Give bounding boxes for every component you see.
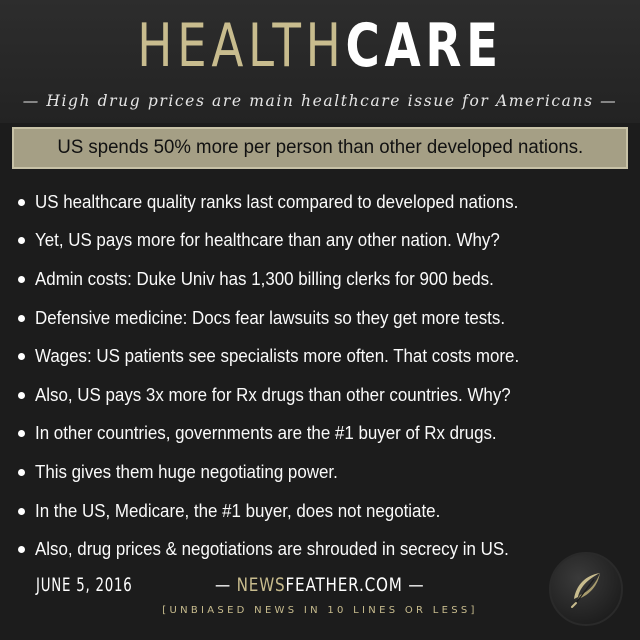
list-item-text: Also, drug prices & negotiations are shr… [35,539,509,560]
list-item-text: In other countries, governments are the … [35,423,497,444]
banner-text: US spends 50% more per person than other… [57,137,583,158]
highlight-banner: US spends 50% more per person than other… [12,127,628,169]
list-item-text: Yet, US pays more for healthcare than an… [35,230,500,251]
title-health: HEALTH [137,11,346,81]
list-item: In other countries, governments are the … [18,415,640,454]
site-prefix: — [215,574,237,596]
feather-icon [571,573,600,608]
bullet-icon [18,391,25,399]
list-item: Defensive medicine: Docs fear lawsuits s… [18,299,640,338]
site-name-news: NEWS [236,574,286,596]
bullet-icon [18,237,25,245]
site-name-feather: FEATHER.COM [285,574,403,596]
logo [549,552,623,626]
list-item: Wages: US patients see specialists more … [18,337,640,376]
list-item-text: Admin costs: Duke Univ has 1,300 billing… [35,268,494,289]
list-item-text: This gives them huge negotiating power. [35,461,338,482]
bullet-icon [18,546,25,554]
list-item: Also, drug prices & negotiations are shr… [18,530,640,569]
bullet-icon [18,430,25,438]
list-item-text: Also, US pays 3x more for Rx drugs than … [35,384,511,405]
list-item: US healthcare quality ranks last compare… [18,183,640,222]
list-item: Admin costs: Duke Univ has 1,300 billing… [18,260,640,299]
bullet-icon [18,314,25,322]
bullet-icon [18,275,25,283]
list-item: This gives them huge negotiating power. [18,453,640,492]
site-suffix: — [402,574,425,596]
bullet-icon [18,353,25,361]
publish-date: JUNE 5, 2016 [36,574,133,596]
page-title: HEALTHCARE [70,10,569,82]
list-item-text: Wages: US patients see specialists more … [35,346,520,367]
title-care: CARE [345,11,503,81]
header: HEALTHCARE — High drug prices are main h… [0,0,640,123]
list-item: In the US, Medicare, the #1 buyer, does … [18,492,640,531]
bullet-icon [18,198,25,206]
bullet-list: US healthcare quality ranks last compare… [18,183,640,569]
list-item-text: In the US, Medicare, the #1 buyer, does … [35,500,441,521]
subtitle: — High drug prices are main healthcare i… [22,92,618,110]
list-item-text: US healthcare quality ranks last compare… [35,191,519,212]
bullet-icon [18,507,25,515]
list-item-text: Defensive medicine: Docs fear lawsuits s… [35,307,506,328]
list-item: Yet, US pays more for healthcare than an… [18,222,640,261]
list-item: Also, US pays 3x more for Rx drugs than … [18,376,640,415]
bullet-icon [18,468,25,476]
tagline: [UNBIASED NEWS IN 10 LINES OR LESS] [162,605,478,616]
site-name[interactable]: — NEWSFEATHER.COM — [215,574,424,596]
